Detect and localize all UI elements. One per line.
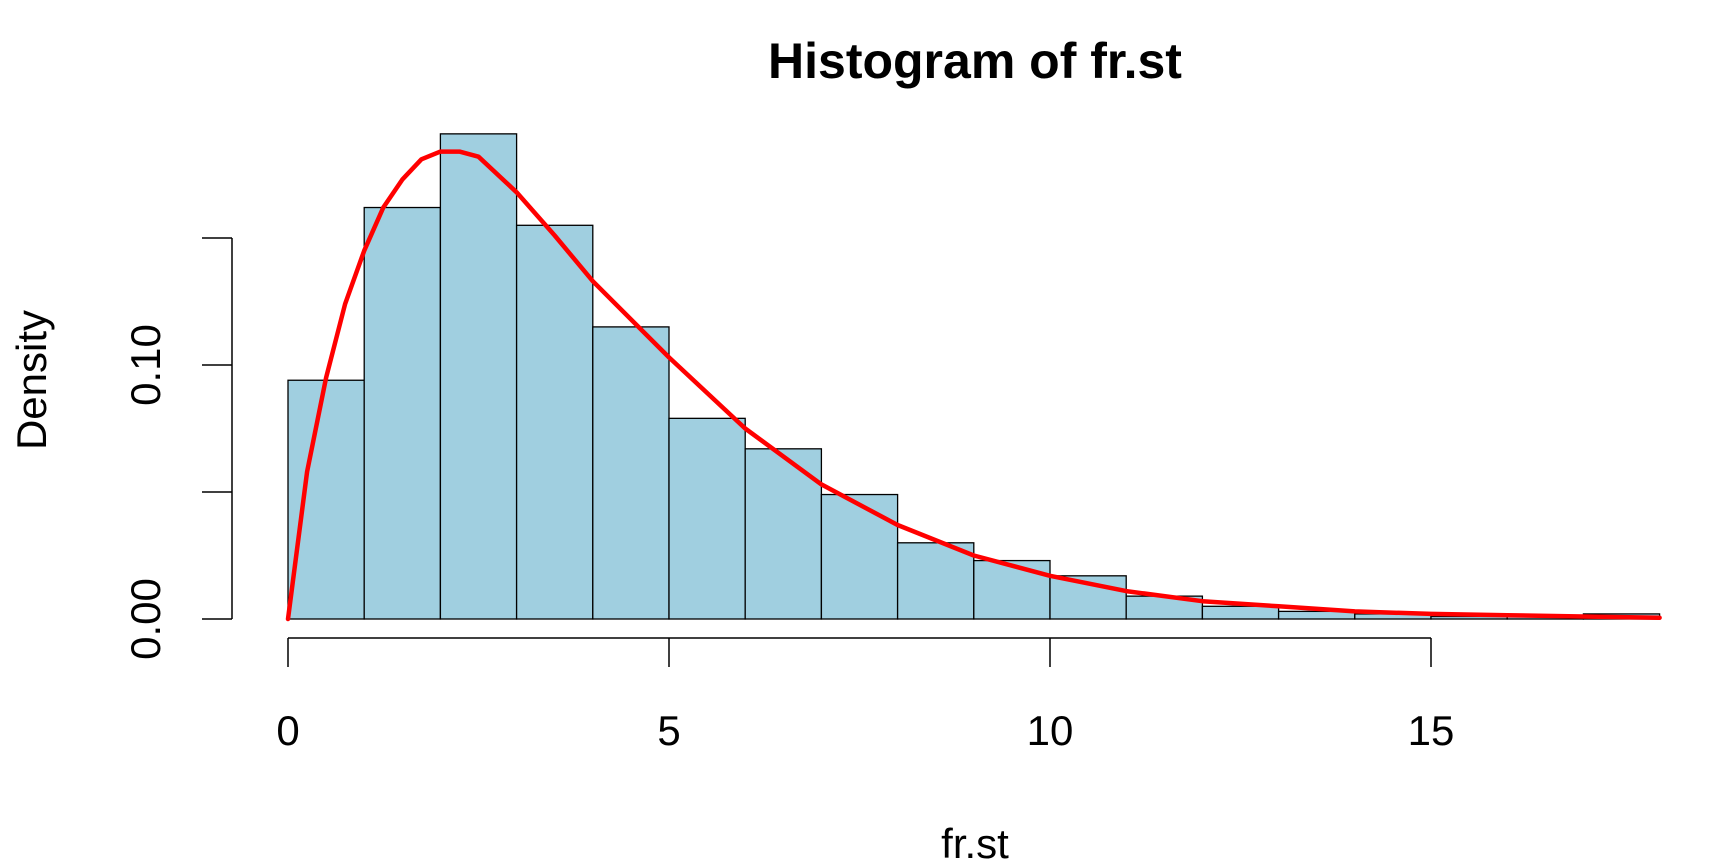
x-tick-label: 5: [657, 707, 680, 754]
histogram-bar-13: [1201, 605, 1280, 620]
histogram-bar-1: [287, 379, 365, 620]
x-tick-label: 15: [1408, 707, 1455, 754]
y-tick-label: 0.00: [122, 578, 169, 660]
chart-title: Histogram of fr.st: [768, 33, 1182, 89]
x-axis: 0 5 10 15: [276, 637, 1455, 754]
x-tick-label: 10: [1027, 707, 1074, 754]
y-tick-label: 0.10: [122, 324, 169, 406]
y-axis: 0.00 0.10: [122, 237, 233, 660]
histogram-bar-4: [515, 224, 594, 620]
histogram-bar-6: [668, 417, 746, 620]
histogram-bar-5: [592, 326, 670, 620]
density-curve: [285, 149, 1662, 622]
histogram-bars: [287, 133, 1661, 620]
histogram-bar-3: [439, 133, 518, 620]
x-tick-label: 0: [276, 707, 299, 754]
histogram-bar-8: [820, 493, 899, 620]
histogram-bar-9: [896, 542, 975, 620]
y-axis-label: Density: [8, 310, 55, 450]
x-axis-label: fr.st: [941, 820, 1009, 864]
histogram-bar-2: [363, 206, 442, 620]
histogram-bar-10: [973, 559, 1051, 620]
